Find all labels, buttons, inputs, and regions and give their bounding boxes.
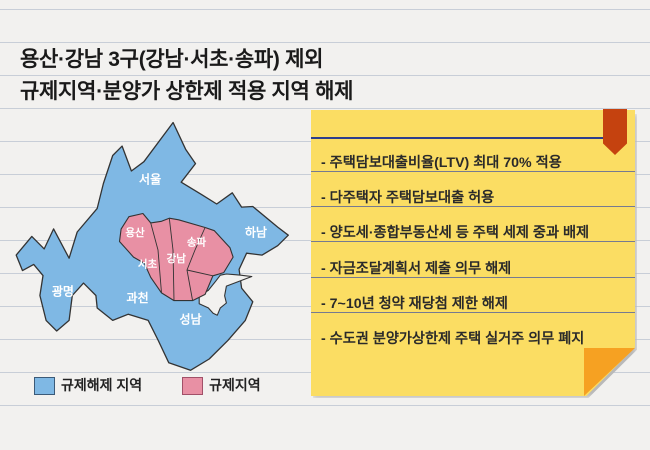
- svg-text:과천: 과천: [127, 290, 149, 305]
- svg-text:강남: 강남: [167, 252, 187, 265]
- svg-text:하남: 하남: [245, 224, 267, 239]
- svg-text:서초: 서초: [138, 258, 158, 271]
- svg-text:광명: 광명: [52, 284, 74, 299]
- svg-text:성남: 성남: [179, 312, 201, 327]
- svg-text:용산: 용산: [125, 226, 145, 239]
- svg-text:서울: 서울: [139, 172, 161, 187]
- svg-text:송파: 송파: [187, 236, 207, 249]
